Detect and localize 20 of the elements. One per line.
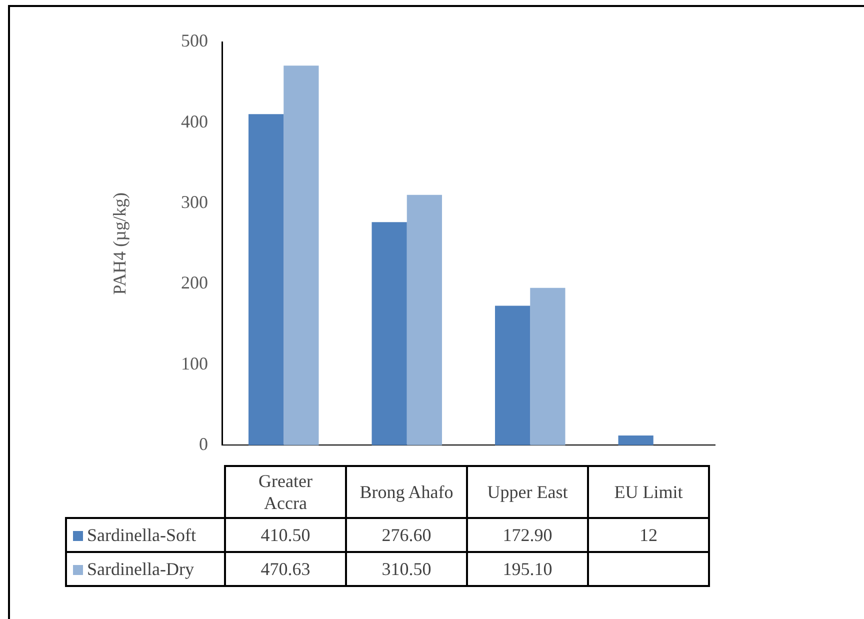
legend-label: Sardinella-Dry	[66, 552, 225, 586]
x-tick-label: EU Limit	[588, 466, 709, 518]
x-tick-label: Upper East	[467, 466, 588, 518]
data-label: 172.90	[467, 518, 588, 552]
data-label: 470.63	[225, 552, 346, 586]
y-tick-label: 400	[181, 111, 208, 132]
y-tick-label: 100	[181, 353, 208, 374]
legend-label: Sardinella-Soft	[66, 518, 225, 552]
y-tick-label: 300	[181, 192, 208, 212]
y-axis-title: PAH4 (µg/kg)	[110, 192, 130, 295]
y-tick-label: 200	[181, 272, 208, 293]
x-tick-label: Brong Ahafo	[346, 466, 467, 518]
data-label: 195.10	[467, 552, 588, 586]
x-tick-label: Greater Accra	[225, 466, 346, 518]
data-label: 276.60	[346, 518, 467, 552]
y-tick-label: 0	[199, 434, 208, 454]
data-label: 310.50	[346, 552, 467, 586]
data-label: 12	[588, 518, 709, 552]
y-tick-label: 500	[181, 30, 208, 51]
data-label: 410.50	[225, 518, 346, 552]
